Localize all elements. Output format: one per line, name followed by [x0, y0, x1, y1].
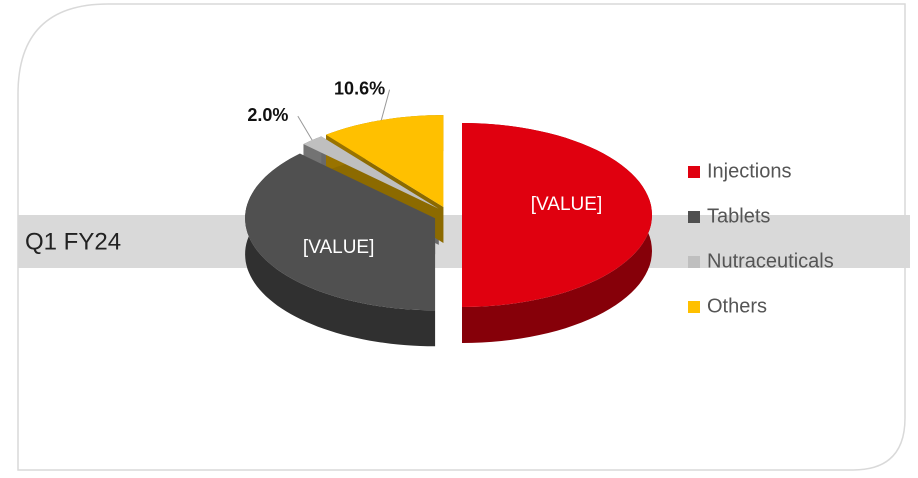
legend-swatch [688, 166, 700, 178]
slice [462, 123, 652, 307]
legend-swatch [688, 211, 700, 223]
slice [326, 115, 444, 208]
data-label: [VALUE] [303, 237, 374, 258]
legend-swatch [688, 256, 700, 268]
slice-side [245, 153, 436, 347]
leader-line [380, 89, 391, 121]
legend-label: Others [707, 295, 767, 317]
legend-label: Tablets [707, 205, 770, 227]
data-label: 2.0% [247, 105, 288, 125]
slice [245, 153, 436, 311]
legend-swatch [688, 301, 700, 313]
data-label: 10.6% [334, 78, 385, 98]
leader-line [297, 115, 313, 141]
slice [303, 136, 439, 209]
legend-label: Injections [707, 160, 792, 182]
legend-label: Nutraceuticals [707, 250, 834, 272]
data-label: [VALUE] [531, 194, 602, 215]
chart-title: Q1 FY24 [25, 228, 121, 255]
